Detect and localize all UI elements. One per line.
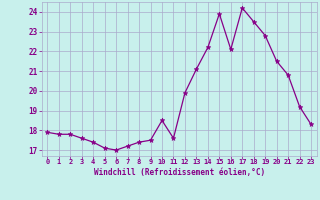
X-axis label: Windchill (Refroidissement éolien,°C): Windchill (Refroidissement éolien,°C) xyxy=(94,168,265,177)
